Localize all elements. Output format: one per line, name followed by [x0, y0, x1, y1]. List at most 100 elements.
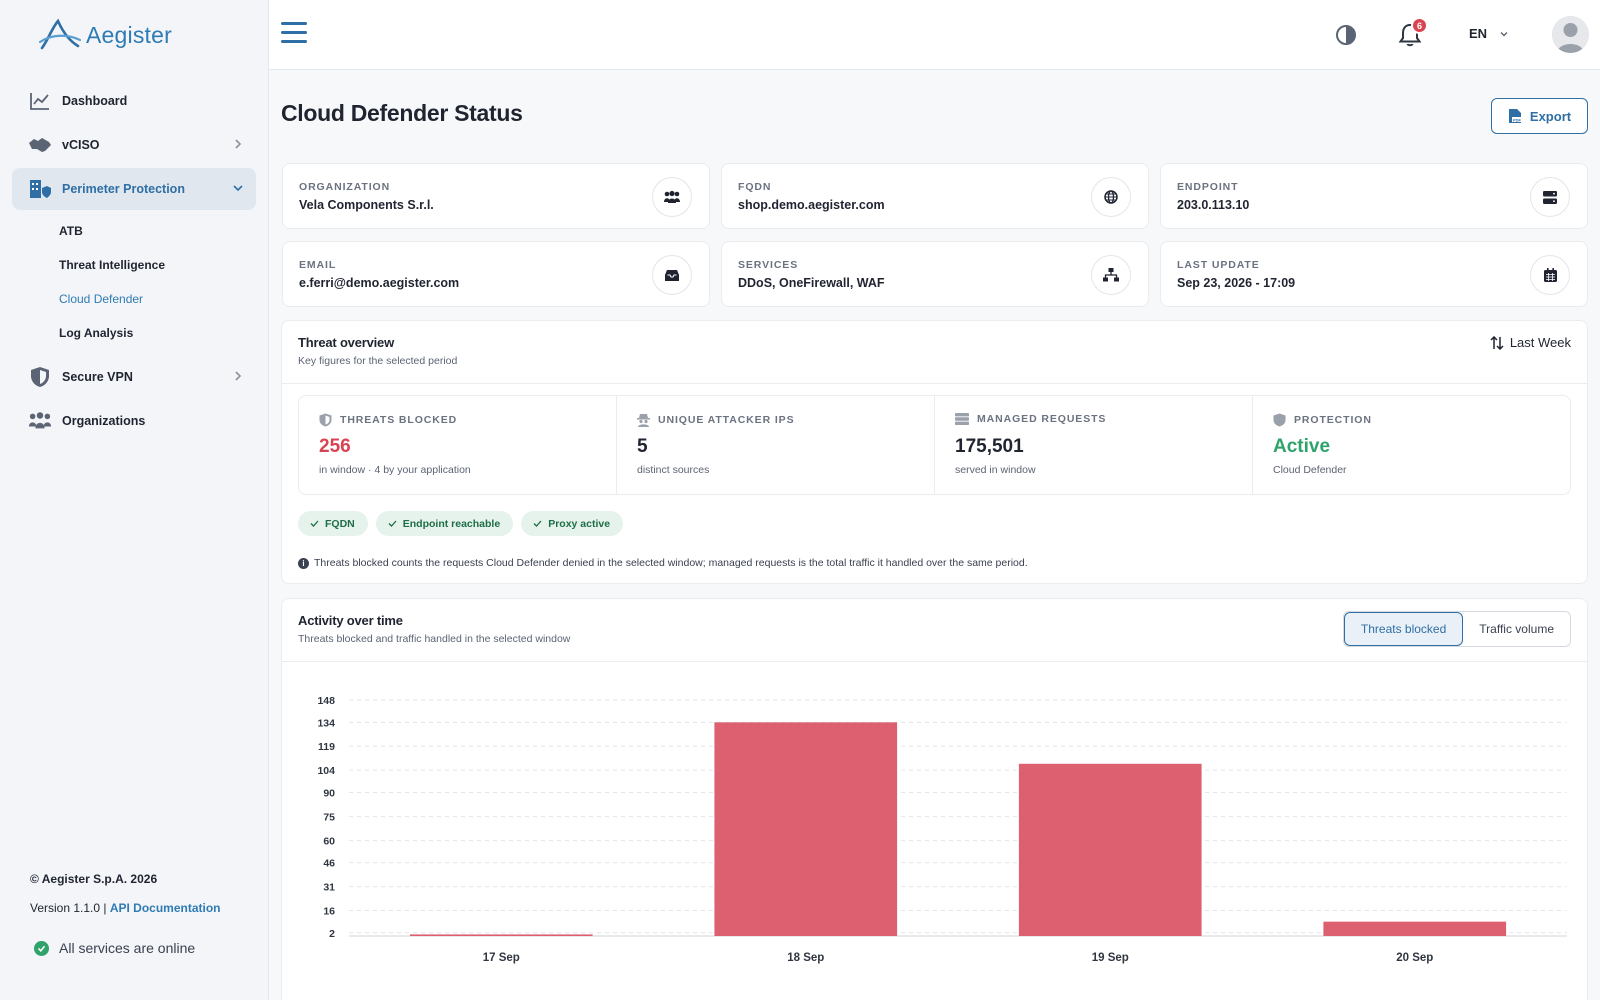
service-status: All services are online [34, 940, 195, 956]
sidebar-item-perimeter-protection[interactable]: Perimeter Protection [12, 168, 256, 210]
info-card-organization: ORGANIZATION Vela Components S.r.l. [282, 163, 710, 229]
sidebar-item-label: Perimeter Protection [62, 182, 185, 196]
subnav-item-threat-intelligence[interactable]: Threat Intelligence [59, 258, 166, 272]
svg-text:PDF: PDF [1513, 117, 1522, 122]
info-card-last-update: LAST UPDATE Sep 23, 2026 - 17:09 [1160, 241, 1588, 307]
badge-label: Proxy active [548, 517, 611, 530]
y-tick-label: 148 [317, 695, 335, 707]
y-tick-label: 75 [323, 811, 335, 823]
info-card-services: SERVICES DDoS, OneFirewall, WAF [721, 241, 1149, 307]
stat-protection: PROTECTION Active Cloud Defender [1253, 396, 1570, 494]
info-label: LAST UPDATE [1177, 259, 1260, 271]
check-icon [533, 520, 542, 527]
stat-value: 5 [637, 436, 648, 457]
server-icon [1530, 177, 1570, 217]
aegister-logo-icon [38, 18, 82, 50]
stats-row: THREATS BLOCKED 256 in window · 4 by you… [298, 395, 1571, 495]
activity-chart: 2 16 31 46 60 75 90 104 119 134 148 17 Sep 18 Sep 19 … [317, 695, 1567, 964]
users-icon [652, 177, 692, 217]
contrast-toggle-icon[interactable] [1335, 24, 1357, 46]
stat-threats-blocked: THREATS BLOCKED 256 in window · 4 by you… [299, 396, 617, 494]
calendar-icon [1530, 255, 1570, 295]
version-text: Version 1.1.0 | [30, 901, 110, 915]
sidebar-item-organizations[interactable]: Organizations [12, 400, 256, 442]
y-tick-label: 90 [323, 787, 335, 799]
page-title: Cloud Defender Status [281, 100, 523, 126]
tab-traffic-volume[interactable]: Traffic volume [1479, 622, 1554, 636]
shield-icon [28, 365, 52, 389]
info-value: Sep 23, 2026 - 17:09 [1177, 276, 1296, 290]
info-card-fqdn: FQDN shop.demo.aegister.com [721, 163, 1149, 229]
subnav-item-cloud-defender[interactable]: Cloud Defender [59, 292, 144, 306]
badge-label: Endpoint reachable [402, 517, 501, 530]
bar [409, 934, 593, 936]
menu-toggle-icon[interactable] [281, 22, 307, 46]
sidebar-nav: Dashboard vCISO Perimeter Protection ATB… [12, 80, 256, 444]
chevron-down-icon [1500, 31, 1508, 36]
logo[interactable]: Aegister [38, 18, 172, 52]
stat-sub: Cloud Defender [1273, 464, 1347, 476]
spy-icon [637, 414, 650, 427]
check-icon [388, 520, 397, 527]
status-pills: FQDN Endpoint reachable Proxy active [298, 511, 624, 536]
shield-icon [1273, 413, 1286, 427]
info-label: SERVICES [738, 259, 799, 271]
y-tick-label: 2 [329, 928, 335, 940]
language-value: EN [1469, 26, 1488, 41]
x-tick-label: 18 Sep [787, 952, 824, 964]
period-select[interactable]: Last Week [1490, 335, 1571, 350]
sidebar-item-label: Secure VPN [62, 370, 133, 384]
info-value: DDoS, OneFirewall, WAF [738, 276, 885, 290]
check-circle-icon [34, 940, 49, 956]
stat-label: PROTECTION [1294, 414, 1372, 426]
status-text: All services are online [59, 940, 196, 956]
panel-divider [282, 383, 1587, 384]
sidebar-item-vciso[interactable]: vCISO [12, 124, 256, 166]
perimeter-subnav: ATB Threat Intelligence Cloud Defender L… [12, 214, 256, 350]
chevron-right-icon [235, 371, 242, 381]
threat-overview-panel: Threat overview Key figures for the sele… [281, 320, 1588, 584]
subnav-item-log-analysis[interactable]: Log Analysis [59, 326, 134, 340]
panel-subtitle: Threats blocked and traffic handled in t… [298, 633, 571, 645]
pdf-file-icon: PDF [1508, 109, 1522, 123]
stat-value: 175,501 [955, 436, 1024, 457]
stat-unique-attacker-ips: UNIQUE ATTACKER IPS 5 distinct sources [617, 396, 935, 494]
language-select[interactable]: EN [1469, 26, 1509, 41]
panel-title: Threat overview [298, 335, 394, 350]
stat-header: THREATS BLOCKED [319, 413, 457, 427]
info-note: i Threats blocked counts the requests Cl… [298, 557, 1028, 569]
export-label: Export [1529, 108, 1572, 124]
status-badge: Proxy active [521, 511, 624, 536]
avatar[interactable] [1552, 16, 1589, 53]
stat-header: PROTECTION [1273, 413, 1372, 427]
sidebar-item-dashboard[interactable]: Dashboard [12, 80, 256, 122]
notifications-button[interactable]: 6 [1397, 17, 1428, 48]
notification-badge: 6 [1411, 17, 1428, 34]
stat-value: 256 [319, 436, 351, 457]
info-value: 203.0.113.10 [1177, 198, 1250, 212]
x-tick-label: 19 Sep [1092, 952, 1129, 964]
chart-line-icon [28, 89, 52, 113]
info-label: ORGANIZATION [299, 181, 391, 193]
inbox-icon [652, 255, 692, 295]
info-label: FQDN [738, 181, 772, 193]
stat-label: MANAGED REQUESTS [977, 413, 1107, 425]
tab-threats-blocked[interactable]: Threats blocked [1343, 612, 1464, 646]
panel-subtitle: Key figures for the selected period [298, 355, 458, 367]
panel-divider [282, 661, 1587, 662]
info-value: e.ferri@demo.aegister.com [299, 276, 460, 290]
stat-sub: in window · 4 by your application [319, 464, 471, 476]
server-stack-icon [955, 413, 969, 425]
export-button[interactable]: PDF Export [1491, 98, 1588, 134]
status-badge: Endpoint reachable [375, 511, 514, 536]
info-card-email: EMAIL e.ferri@demo.aegister.com [282, 241, 710, 307]
sort-arrows-icon [1490, 335, 1504, 350]
info-icon: i [298, 557, 309, 569]
badge-label: FQDN [325, 517, 355, 530]
sidebar-item-label: Organizations [62, 414, 146, 428]
subnav-item-atb[interactable]: ATB [59, 224, 83, 238]
status-badge: FQDN [298, 511, 368, 536]
sidebar-item-secure-vpn[interactable]: Secure VPN [12, 356, 256, 398]
activity-panel: Activity over time Threats blocked and t… [281, 598, 1588, 1000]
api-documentation-link[interactable]: API Documentation [109, 901, 221, 915]
